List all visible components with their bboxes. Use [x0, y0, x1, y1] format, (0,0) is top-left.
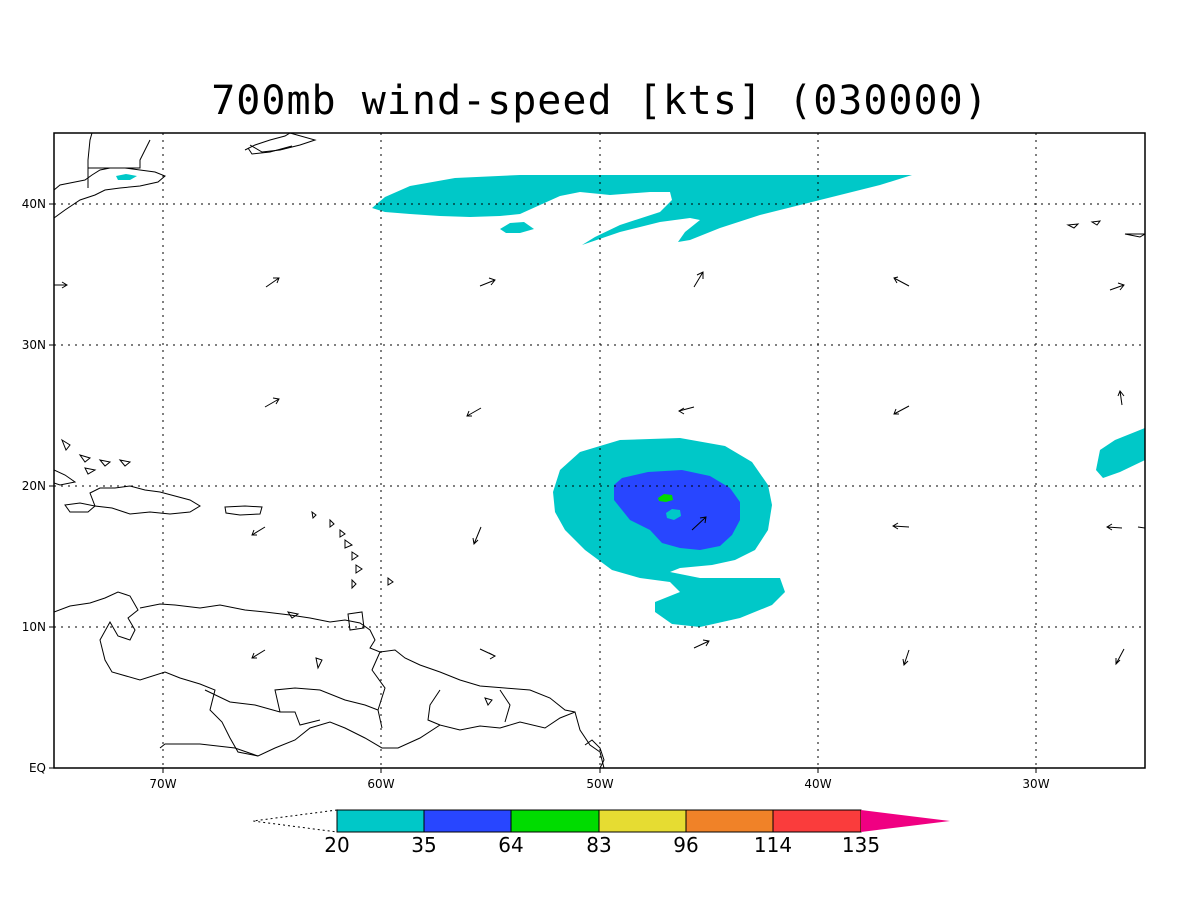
lesser-antilles-4 — [344, 539, 354, 549]
hispaniola — [89, 485, 201, 515]
small-island-3 — [484, 697, 493, 706]
colorbar-swatch-114 — [772, 809, 862, 833]
lon-label-70w: 70W — [149, 777, 176, 791]
colorbar-label-64: 64 — [498, 833, 523, 857]
new-england-coast — [54, 167, 166, 219]
bahamas-5 — [118, 459, 132, 467]
colorbar-swatch-35 — [423, 809, 512, 833]
east-edge-shade — [1096, 428, 1145, 478]
colorbar-label-96: 96 — [673, 833, 698, 857]
colorbar-label-20: 20 — [324, 833, 349, 857]
grid-lines — [54, 133, 1145, 768]
wind-vectors — [54, 271, 1145, 667]
coastlines — [54, 133, 1145, 768]
colorbar-swatch-83 — [598, 809, 687, 833]
colorbar-swatch-64 — [510, 809, 600, 833]
jamaica — [64, 502, 97, 513]
bahamas-1 — [60, 438, 71, 451]
small-island-1 — [286, 611, 300, 619]
inland-border-4 — [427, 689, 441, 726]
venezuela-coast — [139, 603, 576, 713]
colorbar-swatch-20 — [336, 809, 425, 833]
inland-border-1 — [204, 689, 321, 726]
bahamas-4 — [84, 467, 97, 475]
lesser-antilles-8 — [387, 576, 394, 586]
colorbar-swatch-96 — [685, 809, 774, 833]
nova-scotia-shore — [247, 145, 293, 155]
azores-1 — [1066, 223, 1080, 229]
shading-layer — [116, 174, 1145, 627]
colorbar-label-83: 83 — [586, 833, 611, 857]
south-america-coast — [54, 591, 605, 768]
storm-core-shade — [658, 494, 673, 502]
wind-band-north-shade — [372, 175, 912, 245]
new-england-inland — [87, 133, 93, 188]
lesser-antilles-7 — [351, 578, 357, 590]
lat-label-20n: 20N — [22, 479, 46, 493]
lat-label-40n: 40N — [22, 197, 46, 211]
colorbar-label-35: 35 — [411, 833, 436, 857]
lon-label-30w: 30W — [1022, 777, 1049, 791]
bahamas-3 — [98, 459, 112, 467]
northeast-coast-shade — [116, 174, 137, 180]
lesser-antilles-6 — [355, 564, 363, 574]
lat-label-30n: 30N — [22, 338, 46, 352]
colorbar-upper-triangle — [861, 810, 950, 832]
azores-3 — [1124, 233, 1145, 238]
wind-band-patch-shade — [500, 222, 534, 233]
bahamas-2 — [78, 454, 92, 463]
lesser-antilles-1 — [311, 510, 317, 520]
inland-border-6 — [159, 743, 259, 757]
brazil-tip — [584, 739, 605, 768]
colorbar-label-114: 114 — [754, 833, 792, 857]
trinidad — [347, 611, 365, 631]
inland-border-3 — [371, 651, 386, 711]
colorbar: 20 35 64 83 96 114 135 — [252, 809, 950, 857]
inland-border-5 — [499, 689, 511, 723]
lon-label-40w: 40W — [804, 777, 831, 791]
lat-label-10n: 10N — [22, 620, 46, 634]
small-island-2 — [315, 657, 323, 670]
cuba-edge — [54, 469, 77, 486]
map-title: 700mb wind-speed [kts] (030000) — [211, 78, 989, 124]
storm-eye-cutout — [666, 509, 681, 520]
lesser-antilles-3 — [339, 528, 346, 538]
new-england-border — [88, 139, 151, 169]
lesser-antilles-5 — [351, 551, 359, 561]
colorbar-lower-triangle — [252, 809, 338, 833]
lat-label-eq: EQ — [29, 761, 46, 775]
inland-border-2 — [274, 687, 383, 729]
azores-2 — [1090, 220, 1102, 226]
lesser-antilles-2 — [329, 518, 335, 528]
lon-label-60w: 60W — [367, 777, 394, 791]
axis-ticks — [49, 203, 1037, 773]
lon-label-50w: 50W — [586, 777, 613, 791]
nova-scotia — [244, 133, 317, 153]
puerto-rico — [224, 505, 263, 516]
colorbar-label-135: 135 — [842, 833, 880, 857]
